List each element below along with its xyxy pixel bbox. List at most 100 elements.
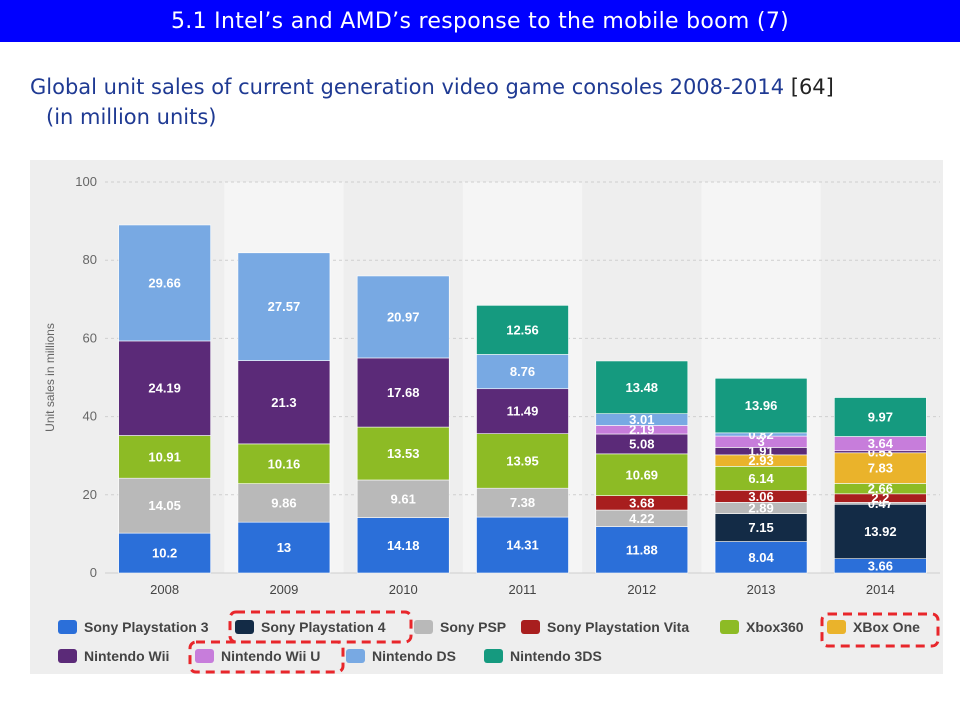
data-label: 5.08 — [629, 436, 654, 451]
data-label: 14.31 — [506, 538, 539, 553]
legend-label: XBox One — [853, 619, 920, 635]
data-label: 13.96 — [745, 398, 778, 413]
data-label: 9.86 — [271, 495, 296, 510]
bar-segment — [595, 360, 689, 414]
data-label: 7.15 — [748, 520, 773, 535]
bar-segment — [714, 541, 808, 574]
subtitle-units: (in million units) — [46, 105, 217, 129]
legend-swatch — [58, 649, 77, 663]
data-label: 4.22 — [629, 511, 654, 526]
data-label: 13.92 — [864, 524, 897, 539]
data-label: 10.69 — [626, 467, 659, 482]
data-label: 3.06 — [748, 489, 773, 504]
bar-segment — [356, 426, 450, 481]
legend-swatch — [720, 620, 739, 634]
legend-label: Nintendo 3DS — [510, 648, 602, 664]
legend-highlight-box — [188, 640, 345, 674]
bar-segment — [237, 483, 331, 523]
data-label: 3 — [757, 434, 764, 449]
data-label: 27.57 — [268, 299, 301, 314]
bar-segment — [834, 452, 927, 484]
x-tick-label: 2011 — [509, 582, 537, 597]
x-tick-label: 2014 — [866, 582, 895, 597]
chart-container: 0 20 40 60 80 100 Unit sales in millions 10.2 14… — [30, 160, 943, 674]
data-label: 2.2 — [871, 491, 889, 506]
bar-segment — [356, 479, 450, 518]
bar-segment — [237, 443, 331, 484]
legend-label: Nintendo DS — [372, 648, 456, 664]
legend-swatch — [58, 620, 77, 634]
y-tick-label: 40 — [83, 409, 97, 424]
y-tick-label: 60 — [83, 330, 97, 345]
data-label: 11.88 — [626, 542, 658, 557]
bar-segment — [356, 517, 450, 574]
legend-swatch — [195, 649, 214, 663]
data-label: 2.66 — [868, 481, 893, 496]
data-label: 8.76 — [510, 364, 535, 379]
data-label: 13.48 — [626, 380, 659, 395]
stacked-bar-chart: 0 20 40 60 80 100 Unit sales in millions 10.2 14… — [30, 160, 943, 674]
legend-swatch — [484, 649, 503, 663]
data-label: 9.97 — [868, 410, 893, 425]
data-label: 14.18 — [387, 538, 420, 553]
x-tick-label: 2013 — [747, 582, 776, 597]
bar-segment — [356, 357, 450, 428]
legend-label: Nintendo Wii — [84, 648, 169, 664]
data-label: 7.38 — [510, 495, 535, 510]
data-label: 10.16 — [268, 456, 301, 471]
bar-segment — [237, 360, 331, 445]
bar-segment — [595, 453, 689, 496]
legend-label: Sony Playstation Vita — [547, 619, 689, 635]
bar-segment — [834, 397, 927, 437]
data-label: 3.01 — [629, 412, 654, 427]
data-label: 9.61 — [391, 491, 416, 506]
subtitle-reference: [64] — [790, 75, 834, 99]
y-tick-label: 80 — [83, 252, 97, 267]
legend-swatch — [521, 620, 540, 634]
data-label: 3.68 — [629, 495, 654, 510]
data-label: 6.14 — [748, 471, 774, 486]
bar-segment — [476, 388, 569, 434]
x-tick-label: 2010 — [389, 582, 418, 597]
legend-label: Xbox360 — [746, 619, 804, 635]
data-label: 7.83 — [868, 461, 893, 476]
data-label: 12.56 — [506, 322, 539, 337]
data-label: 29.66 — [148, 275, 181, 290]
bar-segment — [714, 377, 808, 434]
bar-segment — [356, 275, 450, 359]
data-label: 3.66 — [868, 558, 893, 573]
legend-label: Sony Playstation 4 — [261, 619, 386, 635]
data-label: 2.89 — [748, 500, 773, 515]
data-label: 14.05 — [148, 498, 181, 513]
legend-label: Sony PSP — [440, 619, 506, 635]
bar-segment — [237, 521, 331, 574]
data-label: 2.93 — [748, 453, 773, 468]
bar-segment — [118, 532, 211, 574]
bar-segment — [476, 487, 569, 518]
y-axis-title: Unit sales in millions — [43, 323, 57, 432]
data-label: 10.91 — [148, 449, 181, 464]
data-label: 21.3 — [271, 395, 296, 410]
data-label: 13.53 — [387, 446, 420, 461]
bar-segment — [714, 466, 808, 491]
bar-segment — [118, 340, 211, 436]
data-label: 11.49 — [507, 404, 539, 419]
subtitle-line-1: Global unit sales of current generation … — [30, 75, 785, 99]
slide-title-bar: 5.1 Intel’s and AMD’s response to the mo… — [0, 0, 960, 42]
bar-segment — [834, 503, 927, 559]
bar-segment — [237, 252, 331, 361]
x-tick-label: 2009 — [269, 582, 298, 597]
data-label: 10.2 — [152, 546, 177, 561]
legend-swatch — [346, 649, 365, 663]
data-label: 24.19 — [148, 381, 181, 396]
data-label: 13 — [277, 540, 291, 555]
bar-segment — [118, 435, 211, 479]
chart-subtitle: Global unit sales of current generation … — [30, 72, 834, 132]
data-label: 2.19 — [629, 422, 654, 437]
y-tick-label: 0 — [90, 565, 97, 580]
data-label: 3.64 — [868, 436, 894, 451]
data-label: 20.97 — [387, 309, 420, 324]
slide-title: 5.1 Intel’s and AMD’s response to the mo… — [170, 8, 789, 34]
data-label: 17.68 — [387, 385, 420, 400]
data-label: 8.04 — [748, 550, 774, 565]
